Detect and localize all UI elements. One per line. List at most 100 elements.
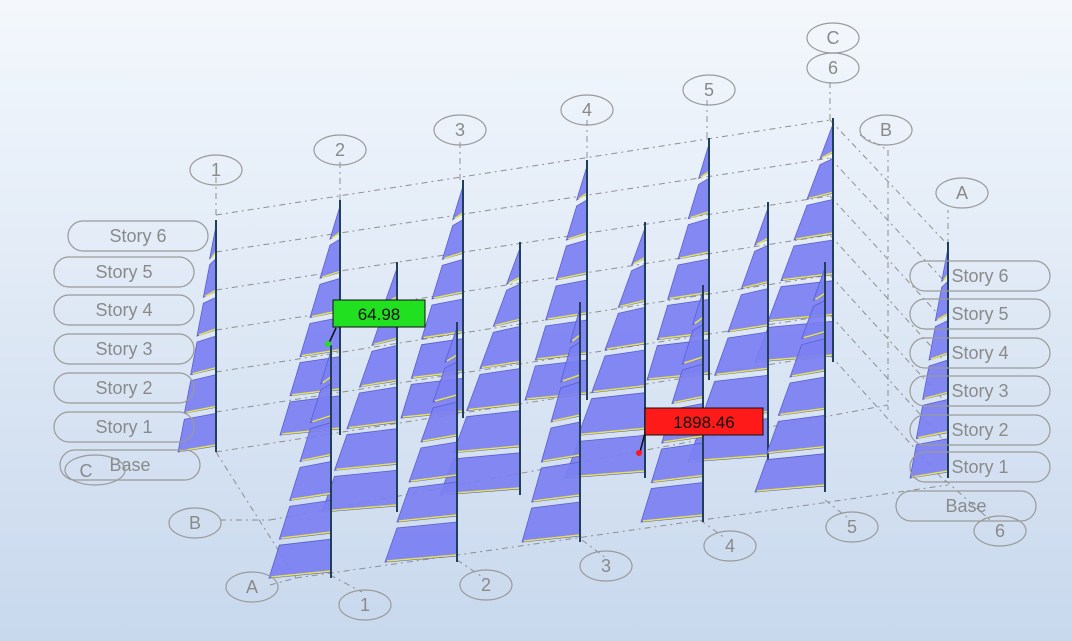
grid-line — [215, 195, 831, 291]
story-tick — [321, 270, 341, 279]
story-tick — [653, 474, 704, 483]
grid-line — [699, 519, 726, 539]
svg-text:4: 4 — [582, 100, 592, 120]
svg-text:1: 1 — [211, 160, 221, 180]
story-tick — [533, 494, 581, 502]
grid-bubble-bottom-6[interactable]: 6 — [973, 515, 1027, 547]
grid-bubble-left-B[interactable]: B — [168, 507, 222, 539]
story-label-left-3[interactable]: Story 3 — [53, 333, 195, 365]
story-tick — [684, 356, 704, 364]
grid-bubble-bottom-4[interactable]: 4 — [703, 530, 757, 562]
story-label-right-3[interactable]: Story 3 — [909, 375, 1051, 407]
grid-line — [215, 157, 831, 253]
story-tick — [780, 407, 826, 416]
grid-line — [859, 134, 889, 151]
story-label-right-5[interactable]: Story 1 — [909, 451, 1051, 483]
svg-text:2: 2 — [335, 140, 345, 160]
story-label-left-4[interactable]: Story 2 — [53, 372, 195, 404]
story-tick — [495, 318, 521, 327]
svg-text:3: 3 — [455, 120, 465, 140]
grid-bubble-top-3[interactable]: 3 — [433, 114, 487, 146]
grid-lines — [215, 80, 991, 593]
story-label-right-4[interactable]: Story 2 — [909, 414, 1051, 446]
story-label-right-2[interactable]: Story 4 — [909, 337, 1051, 369]
story-label-right-6[interactable]: Base — [895, 490, 1037, 522]
svg-text:6: 6 — [828, 58, 838, 78]
svg-text:5: 5 — [847, 517, 857, 537]
callout-min-label: 64.98 — [358, 305, 401, 324]
grid-bubble-top-5[interactable]: 5 — [682, 74, 736, 106]
grid-bubble-bottom-1[interactable]: 1 — [338, 589, 392, 621]
story-tick — [543, 454, 581, 462]
story-label-text: Story 6 — [109, 226, 166, 246]
grid-line — [215, 119, 831, 216]
grid-bubble-top-4[interactable]: 4 — [560, 94, 614, 126]
grid-bubble-bottom-3[interactable]: 3 — [579, 550, 633, 582]
story-label-left-0[interactable]: Story 6 — [67, 220, 209, 252]
grid-bubbles: C 1 2 3 4 5 6 1 2 3 4 5 6 C B A B A — [64, 22, 1027, 621]
story-tick — [454, 212, 464, 220]
story-label-text: Story 2 — [951, 420, 1008, 440]
svg-text:1: 1 — [360, 595, 370, 615]
story-labels-left: Story 6 Story 5 Story 4 Story 3 Story 2 Story… — [53, 220, 209, 481]
grid-line — [456, 559, 485, 579]
story-label-text: Story 3 — [951, 381, 1008, 401]
story-tick — [386, 554, 458, 562]
svg-text:A: A — [956, 183, 968, 203]
story-tick — [508, 276, 521, 284]
callout-max[interactable]: 1898.46 — [636, 407, 764, 456]
story-tick — [552, 414, 581, 422]
grid-bubble-c-left[interactable]: C — [64, 454, 126, 486]
story-tick — [204, 289, 217, 297]
story-label-right-0[interactable]: Story 6 — [909, 260, 1051, 292]
story-tick — [444, 251, 464, 260]
story-tick — [557, 272, 588, 280]
story-tick — [568, 232, 588, 240]
story-tick — [434, 394, 458, 402]
story-tick — [663, 435, 704, 443]
grid-bubble-right-B[interactable]: B — [859, 114, 913, 146]
story-tick — [410, 474, 458, 482]
story-tick — [673, 395, 704, 404]
callout-max-label: 1898.46 — [673, 413, 734, 432]
grid-line — [215, 451, 297, 579]
grid-line — [269, 577, 297, 586]
svg-text:A: A — [246, 577, 258, 597]
svg-text:6: 6 — [995, 521, 1005, 541]
story-tick — [562, 374, 581, 382]
story-tick — [270, 570, 332, 578]
story-tick — [700, 170, 710, 178]
grid-bubble-left-A[interactable]: A — [225, 571, 279, 603]
story-tick — [422, 434, 458, 442]
story-label-left-6[interactable]: Base — [59, 449, 201, 481]
story-tick — [336, 462, 398, 471]
story-label-text: Base — [945, 496, 986, 516]
story-tick — [803, 330, 826, 339]
grid-line — [829, 157, 949, 286]
story-tick — [301, 348, 341, 357]
story-tick — [186, 405, 217, 414]
story-tick — [373, 337, 398, 346]
story-label-left-1[interactable]: Story 5 — [53, 256, 195, 288]
svg-text:B: B — [189, 513, 201, 533]
grid-line — [824, 499, 849, 519]
story-label-text: Story 1 — [951, 457, 1008, 477]
story-label-text: Story 4 — [95, 300, 152, 320]
story-label-right-1[interactable]: Story 5 — [909, 298, 1051, 330]
grid-bubble-bottom-5[interactable]: 5 — [825, 511, 879, 543]
callout-max-box — [644, 407, 764, 436]
grid-bubble-top-1[interactable]: 1 — [189, 154, 243, 186]
story-tick — [361, 379, 398, 387]
grid-bubble-top-2[interactable]: 2 — [313, 134, 367, 166]
story-tick — [756, 237, 769, 245]
story-label-left-5[interactable]: Story 1 — [53, 411, 195, 443]
grid-bubble-top-C[interactable]: C — [806, 22, 860, 54]
grid-bubble-right-A[interactable]: A — [935, 177, 989, 209]
grid-bubble-bottom-2[interactable]: 2 — [459, 569, 513, 601]
story-label-left-2[interactable]: Story 4 — [53, 294, 195, 326]
story-tick — [433, 291, 464, 299]
svg-text:5: 5 — [704, 80, 714, 100]
callout-min[interactable]: 64.98 — [325, 299, 426, 347]
